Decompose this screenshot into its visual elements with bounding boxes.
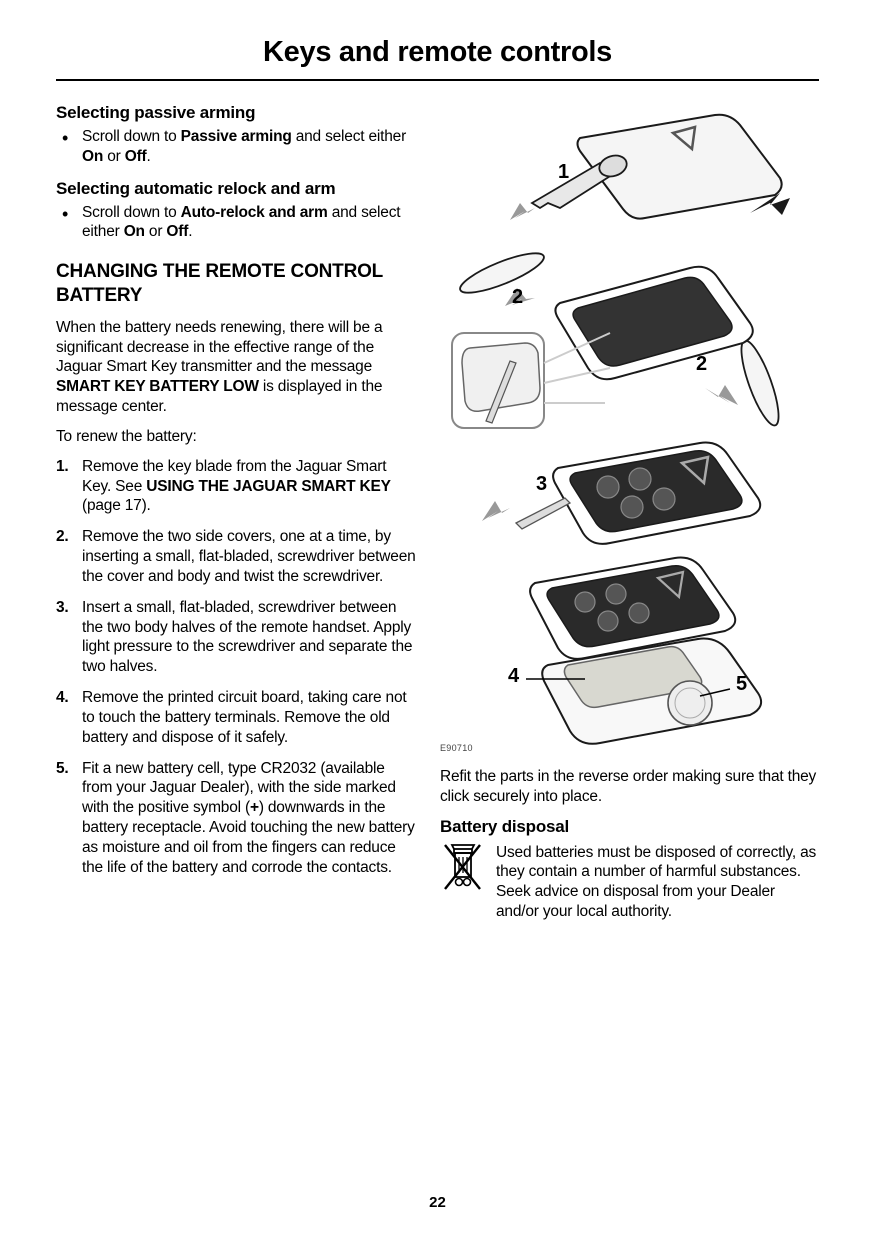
step-4: Remove the printed circuit board, taking… — [56, 688, 416, 747]
callout-1: 1 — [558, 161, 569, 184]
page-title: Keys and remote controls — [56, 36, 819, 81]
bullet-list-auto: Scroll down to Auto-relock and arm and s… — [56, 203, 416, 243]
battery-steps: Remove the key blade from the Jaguar Sma… — [56, 457, 416, 878]
callout-4: 4 — [508, 665, 519, 688]
step-3: Insert a small, flat-bladed, screwdriver… — [56, 598, 416, 677]
heading-battery-change: CHANGING THE REMOTE CONTROL BATTERY — [56, 260, 416, 308]
bold-text: On — [82, 148, 103, 165]
callout-2b: 2 — [696, 353, 707, 376]
disposal-text: Used batteries must be disposed of corre… — [496, 843, 820, 922]
intro-paragraph: When the battery needs renewing, there w… — [56, 318, 416, 417]
bold-text: USING THE JAGUAR SMART KEY — [146, 478, 391, 495]
text: . — [147, 148, 151, 165]
callout-3: 3 — [536, 473, 547, 496]
bullet-passive: Scroll down to Passive arming and select… — [56, 127, 416, 167]
bold-text: Off — [166, 223, 188, 240]
image-code: E90710 — [440, 743, 473, 753]
bold-text: SMART KEY BATTERY LOW — [56, 378, 259, 395]
step-2: Remove the two side covers, one at a tim… — [56, 527, 416, 586]
callout-2a: 2 — [512, 286, 523, 309]
text: and select either — [292, 128, 406, 145]
heading-passive-arming: Selecting passive arming — [56, 103, 416, 123]
text: When the battery needs renewing, there w… — [56, 319, 382, 376]
refit-paragraph: Refit the parts in the reverse order mak… — [440, 767, 820, 807]
battery-diagram: 1 2 2 3 4 5 E90710 — [440, 103, 820, 753]
callout-5: 5 — [736, 673, 747, 696]
text: or — [103, 148, 125, 165]
step-5: Fit a new battery cell, type CR2032 (ava… — [56, 759, 416, 878]
bold-text: Off — [125, 148, 147, 165]
bold-text: Auto-relock and arm — [181, 204, 328, 221]
text: or — [145, 223, 167, 240]
bullet-list-passive: Scroll down to Passive arming and select… — [56, 127, 416, 167]
page-number: 22 — [0, 1194, 875, 1211]
bold-text: Passive arming — [181, 128, 292, 145]
renew-intro: To renew the battery: — [56, 427, 416, 447]
no-trash-icon — [440, 843, 484, 902]
heading-disposal: Battery disposal — [440, 817, 820, 837]
text: . — [188, 223, 192, 240]
bullet-auto: Scroll down to Auto-relock and arm and s… — [56, 203, 416, 243]
heading-auto-relock: Selecting automatic relock and arm — [56, 179, 416, 199]
disposal-block: Used batteries must be disposed of corre… — [440, 843, 820, 922]
bold-text: + — [250, 799, 259, 816]
text: Scroll down to — [82, 128, 181, 145]
text: (page 17). — [82, 497, 151, 514]
diagram-svg — [440, 103, 820, 753]
bold-text: On — [124, 223, 145, 240]
left-column: Selecting passive arming Scroll down to … — [56, 103, 416, 922]
step-1: Remove the key blade from the Jaguar Sma… — [56, 457, 416, 516]
text: Scroll down to — [82, 204, 181, 221]
right-column: 1 2 2 3 4 5 E90710 Refit the parts in th… — [440, 103, 820, 922]
content-columns: Selecting passive arming Scroll down to … — [56, 103, 819, 922]
